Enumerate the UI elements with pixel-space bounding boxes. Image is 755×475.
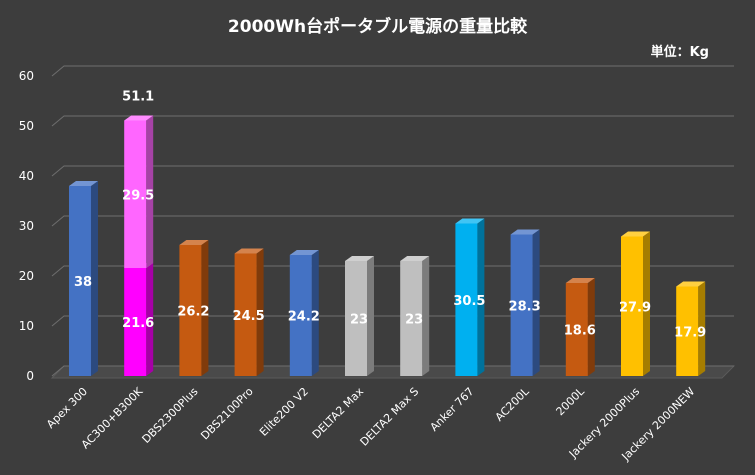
x-tick-label-9: 2000L xyxy=(554,384,588,418)
y-tick-label-50: 50 xyxy=(19,119,34,133)
bar-6-front xyxy=(400,261,423,376)
y-tick-label-0: 0 xyxy=(26,369,34,383)
bar-9-front xyxy=(565,283,588,376)
x-tick-label-8: AC200L xyxy=(493,384,533,424)
bar-8-top xyxy=(510,229,540,235)
y-tick-label-60: 60 xyxy=(19,69,34,83)
data-label-7: 30.5 xyxy=(453,294,485,309)
bar-1-front xyxy=(124,268,147,376)
bar-5 xyxy=(345,256,374,376)
bar-3-top xyxy=(234,248,264,254)
x-tick-label-4: Elite200 V2 xyxy=(257,385,311,439)
bar-3 xyxy=(234,248,264,376)
gridline-40 xyxy=(51,165,734,177)
bar-11-side xyxy=(698,281,706,376)
gridline-60 xyxy=(51,65,734,77)
bar-5-side xyxy=(367,256,374,376)
bar-8-front xyxy=(510,234,533,376)
x-tick-label-5: DELTA2 Max xyxy=(310,385,367,442)
bar-5-top xyxy=(345,256,374,261)
bar-3-front xyxy=(234,253,257,376)
bar-9 xyxy=(565,278,595,376)
y-tick-label-40: 40 xyxy=(19,169,34,183)
y-tick-label-20: 20 xyxy=(19,269,34,283)
data-label-0: 38 xyxy=(74,275,92,290)
bar-4-top xyxy=(289,250,319,255)
bar-7-top xyxy=(455,218,485,224)
bar-4 xyxy=(289,250,319,376)
y-tick-label-30: 30 xyxy=(19,219,34,233)
total-label-0: 51.1 xyxy=(122,90,154,105)
bar-1-stack-side xyxy=(146,115,154,268)
bar-9-top xyxy=(565,278,595,283)
gridline-50 xyxy=(51,115,734,127)
bar-4-front xyxy=(289,255,312,376)
bar-11-front xyxy=(676,286,699,376)
x-tick-label-6: DELTA2 Max S xyxy=(358,385,422,449)
gridline-30 xyxy=(51,215,734,227)
data-label-3: 24.5 xyxy=(233,309,265,324)
bar-2-side xyxy=(201,240,209,376)
data-label-2: 26.2 xyxy=(177,305,209,320)
bar-10 xyxy=(621,231,650,376)
data-label-1: 21.6 xyxy=(122,316,154,331)
data-label-1-stack: 29.5 xyxy=(122,188,154,203)
data-label-11: 17.9 xyxy=(674,325,706,340)
bar-10-side xyxy=(643,231,650,376)
data-label-5: 23 xyxy=(350,313,368,328)
bar-4-side xyxy=(311,250,319,376)
unit-label: 単位：Kg xyxy=(650,45,709,60)
bar-9-side xyxy=(587,278,595,376)
x-tick-label-7: Anker 767 xyxy=(428,385,477,434)
bar-10-front xyxy=(621,236,643,376)
bar-1-stack-top xyxy=(124,115,154,121)
bar-10-top xyxy=(621,231,650,237)
bar-7-front xyxy=(455,223,478,376)
data-label-9: 18.6 xyxy=(564,324,596,339)
bar-7 xyxy=(455,218,485,376)
bar-1-stack-front xyxy=(124,120,147,268)
x-tick-label-0: Apex 300 xyxy=(44,385,90,431)
bar-8 xyxy=(510,229,540,376)
bar-2-top xyxy=(179,240,209,245)
bar-0-side xyxy=(91,181,98,376)
bar-11 xyxy=(676,281,706,376)
bar-6 xyxy=(400,256,430,376)
bar-11-top xyxy=(676,281,706,287)
bar-7-side xyxy=(477,218,485,376)
data-label-6: 23 xyxy=(405,313,423,328)
bar-1-stack xyxy=(124,115,154,268)
data-label-4: 24.2 xyxy=(288,310,320,325)
bar-0 xyxy=(69,181,98,376)
data-label-8: 28.3 xyxy=(509,299,541,314)
bar-1-side xyxy=(146,263,154,376)
x-tick-label-2: DBS2300Plus xyxy=(140,385,201,446)
bar-3-side xyxy=(256,248,264,376)
bar-6-top xyxy=(400,256,430,261)
y-tick-label-10: 10 xyxy=(19,319,34,333)
data-label-10: 27.9 xyxy=(619,300,651,315)
bar-0-front xyxy=(69,186,91,376)
bar-2-front xyxy=(179,245,202,376)
bar-2 xyxy=(179,240,209,376)
x-tick-label-3: DBS2100Pro xyxy=(198,385,256,443)
bar-0-top xyxy=(69,181,98,186)
bar-5-front xyxy=(345,261,367,376)
bar-8-side xyxy=(532,229,540,376)
bar-6-side xyxy=(422,256,430,376)
chart-title: 2000Wh台ポータブル電源の重量比較 xyxy=(227,17,528,37)
